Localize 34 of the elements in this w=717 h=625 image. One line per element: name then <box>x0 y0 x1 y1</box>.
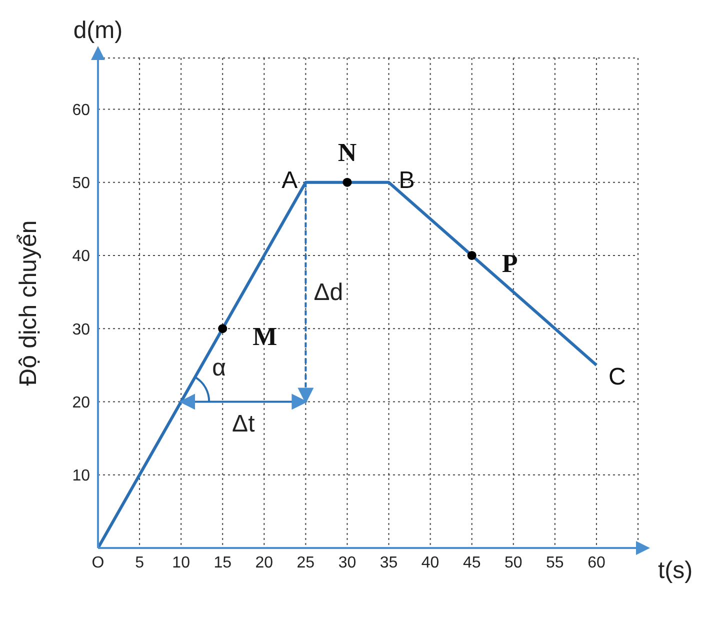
annotation: α <box>212 354 226 382</box>
x-tick-label: 35 <box>380 554 398 572</box>
point <box>342 178 352 187</box>
x-tick-label: 55 <box>546 554 564 572</box>
x-tick-label: O <box>92 554 104 572</box>
x-tick-label: 25 <box>296 554 315 572</box>
y-tick-label: 10 <box>72 468 90 485</box>
y-tick-label: 20 <box>72 394 90 412</box>
y-tick-label: 50 <box>72 175 90 192</box>
x-axis-title: t(s) <box>658 557 693 584</box>
y-tick-label: 40 <box>72 248 90 266</box>
y-tick-label: 30 <box>72 321 90 338</box>
x-tick-label: 50 <box>504 554 522 572</box>
x-tick-label: 15 <box>214 554 232 572</box>
x-tick-label: 60 <box>588 554 606 572</box>
y-axis-title: Độ dịch chuyển <box>15 220 42 386</box>
x-tick-label: 45 <box>462 554 481 572</box>
x-tick-label: 10 <box>172 554 190 572</box>
x-tick-label: 30 <box>338 554 356 572</box>
y-tick-label: 60 <box>72 102 90 119</box>
x-tick-label: 20 <box>255 554 274 572</box>
annotation: N <box>338 138 357 167</box>
annotation: Δd <box>314 279 344 306</box>
x-tick-label: 5 <box>135 554 144 572</box>
text: d(m) <box>73 17 123 44</box>
annotation: B <box>398 166 415 194</box>
annotation: C <box>608 364 626 391</box>
annotation: Δt <box>232 410 256 438</box>
annotation: A <box>282 166 298 194</box>
annotation: P <box>502 248 518 278</box>
point <box>467 250 476 260</box>
point <box>218 324 228 334</box>
annotation: M <box>252 322 278 352</box>
x-tick-label: 40 <box>421 554 440 572</box>
